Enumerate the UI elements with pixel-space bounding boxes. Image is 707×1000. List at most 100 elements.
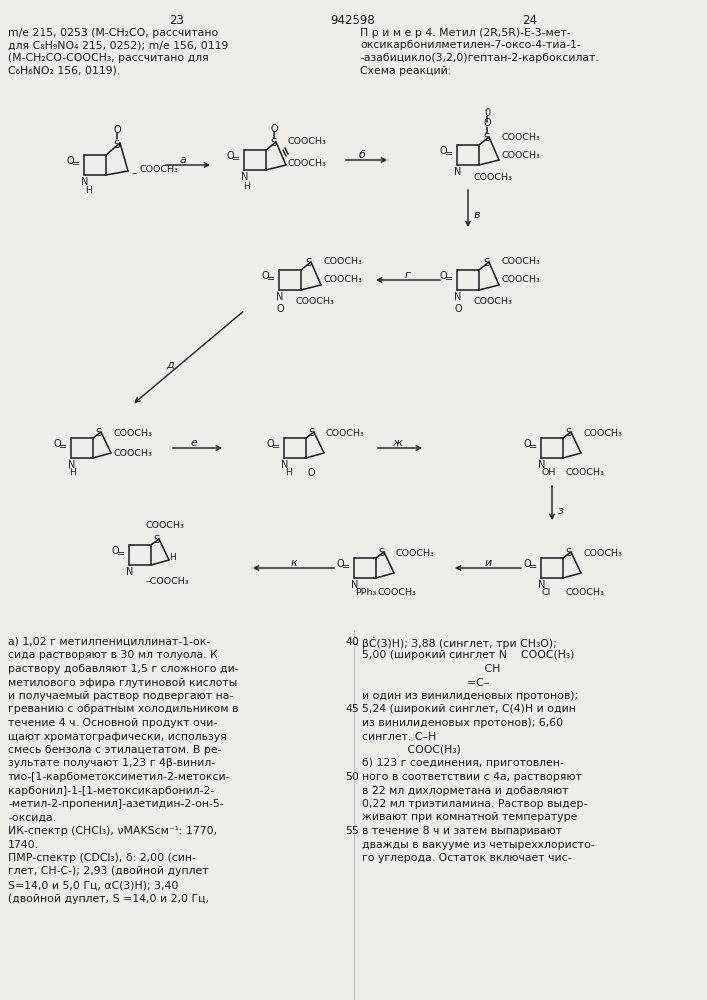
Text: O: O xyxy=(523,439,531,449)
Text: к: к xyxy=(290,558,297,568)
Text: S: S xyxy=(271,138,277,148)
Text: П р и м е р 4. Метил (2R,5R)-E-3-мет-: П р и м е р 4. Метил (2R,5R)-E-3-мет- xyxy=(360,28,571,38)
Text: O: O xyxy=(307,468,315,478)
Text: и получаемый раствор подвергают на-: и получаемый раствор подвергают на- xyxy=(8,691,233,701)
Text: а) 1,02 г метилпенициллинат-1-ок-: а) 1,02 г метилпенициллинат-1-ок- xyxy=(8,637,210,647)
Text: PPh₃: PPh₃ xyxy=(355,588,376,597)
Text: S: S xyxy=(566,428,572,438)
Text: O: O xyxy=(261,271,269,281)
Text: N: N xyxy=(455,167,462,177)
Text: тио-[1-карбометоксиметил-2-метокси-: тио-[1-карбометоксиметил-2-метокси- xyxy=(8,772,230,782)
Text: карбонил]-1-[1-метоксикарбонил-2-: карбонил]-1-[1-метоксикарбонил-2- xyxy=(8,786,214,796)
Text: -метил-2-пропенил]-азетидин-2-он-5-: -метил-2-пропенил]-азетидин-2-он-5- xyxy=(8,799,223,809)
Text: COOCH₃: COOCH₃ xyxy=(396,548,435,558)
Text: S: S xyxy=(114,140,120,150)
Text: COOCH₃: COOCH₃ xyxy=(146,520,185,530)
Text: метилового эфира глутиновой кислоты: метилового эфира глутиновой кислоты xyxy=(8,678,238,688)
Text: 0: 0 xyxy=(484,108,490,118)
Text: 5,24 (широкий синглет, C(4)H и один: 5,24 (широкий синглет, C(4)H и один xyxy=(362,704,576,714)
Text: =: = xyxy=(342,562,350,572)
Text: S: S xyxy=(153,535,160,545)
Text: S: S xyxy=(484,258,491,268)
Text: N: N xyxy=(538,580,546,590)
Text: O: O xyxy=(226,151,234,161)
Text: N: N xyxy=(241,172,249,182)
Text: для C₈H₉NO₄ 215, 0252); m/e 156, 0119: для C₈H₉NO₄ 215, 0252); m/e 156, 0119 xyxy=(8,40,228,50)
Text: из винилиденовых протонов); 6,60: из винилиденовых протонов); 6,60 xyxy=(362,718,563,728)
Text: щают хроматографически, используя: щают хроматографически, используя xyxy=(8,732,227,742)
Text: в 22 мл дихлорметана и добавляют: в 22 мл дихлорметана и добавляют xyxy=(362,786,568,796)
Text: 1740.: 1740. xyxy=(8,840,39,850)
Text: COOCH₃: COOCH₃ xyxy=(565,588,604,597)
Text: COOCH₃: COOCH₃ xyxy=(501,275,540,284)
Text: O: O xyxy=(523,559,531,569)
Text: O: O xyxy=(113,125,121,135)
Text: 40: 40 xyxy=(345,637,359,647)
Text: го углерода. Остаток включает чис-: го углерода. Остаток включает чис- xyxy=(362,853,571,863)
Text: з: з xyxy=(558,506,564,516)
Text: N: N xyxy=(455,292,462,302)
Text: H: H xyxy=(85,186,91,195)
Text: дважды в вакууме из четыреххлористо-: дважды в вакууме из четыреххлористо- xyxy=(362,840,595,850)
Text: O: O xyxy=(454,304,462,314)
Text: ного в соответствии с 4а, растворяют: ного в соответствии с 4а, растворяют xyxy=(362,772,582,782)
Text: COOCH₃: COOCH₃ xyxy=(474,298,513,306)
Text: COOCH₃: COOCH₃ xyxy=(288,137,327,146)
Text: O: O xyxy=(337,559,344,569)
Text: 942598: 942598 xyxy=(331,14,375,27)
Text: a: a xyxy=(180,155,187,165)
Text: N: N xyxy=(69,460,76,470)
Text: 23: 23 xyxy=(170,14,185,27)
Text: -оксида.: -оксида. xyxy=(8,812,56,822)
Text: живают при комнатной температуре: живают при комнатной температуре xyxy=(362,812,578,822)
Text: COOCH₃: COOCH₃ xyxy=(583,428,622,438)
Text: N: N xyxy=(351,580,358,590)
Text: N: N xyxy=(538,460,546,470)
Text: H: H xyxy=(169,554,176,562)
Text: течение 4 ч. Основной продукт очи-: течение 4 ч. Основной продукт очи- xyxy=(8,718,217,728)
Text: COOCH₃: COOCH₃ xyxy=(113,428,152,438)
Text: 5,00 (широкий синглет N    COOC(H₃): 5,00 (широкий синглет N COOC(H₃) xyxy=(362,650,574,660)
Text: COOCH₃: COOCH₃ xyxy=(139,165,178,174)
Text: =: = xyxy=(529,442,537,452)
Text: COOCH₃: COOCH₃ xyxy=(288,158,327,167)
Text: глет, CH-C-); 2,93 (двойной дуплет: глет, CH-C-); 2,93 (двойной дуплет xyxy=(8,866,209,876)
Text: S: S xyxy=(379,548,385,558)
Text: m/e 215, 0253 (M-CH₂CO, рассчитано: m/e 215, 0253 (M-CH₂CO, рассчитано xyxy=(8,28,218,38)
Text: 0,22 мл триэтиламина. Раствор выдер-: 0,22 мл триэтиламина. Раствор выдер- xyxy=(362,799,588,809)
Text: =: = xyxy=(117,549,125,559)
Text: =: = xyxy=(59,442,67,452)
Text: COOCH₃: COOCH₃ xyxy=(296,298,335,306)
Text: ж: ж xyxy=(392,438,402,448)
Text: в течение 8 ч и затем выпаривают: в течение 8 ч и затем выпаривают xyxy=(362,826,562,836)
Text: ПМР-спектр (CDCl₃), δ: 2,00 (син-: ПМР-спектр (CDCl₃), δ: 2,00 (син- xyxy=(8,853,196,863)
Text: =: = xyxy=(445,149,453,159)
Text: б: б xyxy=(358,150,366,160)
Text: S: S xyxy=(566,548,572,558)
Text: б) 123 г соединения, приготовлен-: б) 123 г соединения, приготовлен- xyxy=(362,758,563,768)
Text: -азабицикло(3,2,0)гептан-2-карбоксилат.: -азабицикло(3,2,0)гептан-2-карбоксилат. xyxy=(360,53,599,63)
Text: S: S xyxy=(484,133,491,143)
Text: O: O xyxy=(483,118,491,128)
Text: C₆H₆NO₂ 156, 0119).: C₆H₆NO₂ 156, 0119). xyxy=(8,66,120,76)
Text: раствору добавляют 1,5 г сложного ди-: раствору добавляют 1,5 г сложного ди- xyxy=(8,664,239,674)
Text: =: = xyxy=(529,562,537,572)
Text: N: N xyxy=(81,177,88,187)
Text: COOCH₃: COOCH₃ xyxy=(474,172,513,182)
Text: CH: CH xyxy=(362,664,501,674)
Text: 50: 50 xyxy=(345,772,359,782)
Text: O: O xyxy=(111,546,119,556)
Text: в: в xyxy=(474,210,481,220)
Text: =: = xyxy=(267,274,275,284)
Text: O: O xyxy=(276,304,284,314)
Text: H: H xyxy=(69,468,76,477)
Text: H: H xyxy=(285,468,291,477)
Text: смесь бензола с этилацетатом. В ре-: смесь бензола с этилацетатом. В ре- xyxy=(8,745,221,755)
Text: зультате получают 1,23 г 4β-винил-: зультате получают 1,23 г 4β-винил- xyxy=(8,758,215,768)
Text: (M-CH₂CO-COOCH₃, рассчитано для: (M-CH₂CO-COOCH₃, рассчитано для xyxy=(8,53,209,63)
Text: COOCH₃: COOCH₃ xyxy=(565,468,604,477)
Text: –COOCH₃: –COOCH₃ xyxy=(146,577,189,586)
Text: (двойной дуплет, S =14,0 и 2,0 Гц,: (двойной дуплет, S =14,0 и 2,0 Гц, xyxy=(8,894,209,904)
Text: O: O xyxy=(66,156,74,166)
Text: N: N xyxy=(281,460,288,470)
